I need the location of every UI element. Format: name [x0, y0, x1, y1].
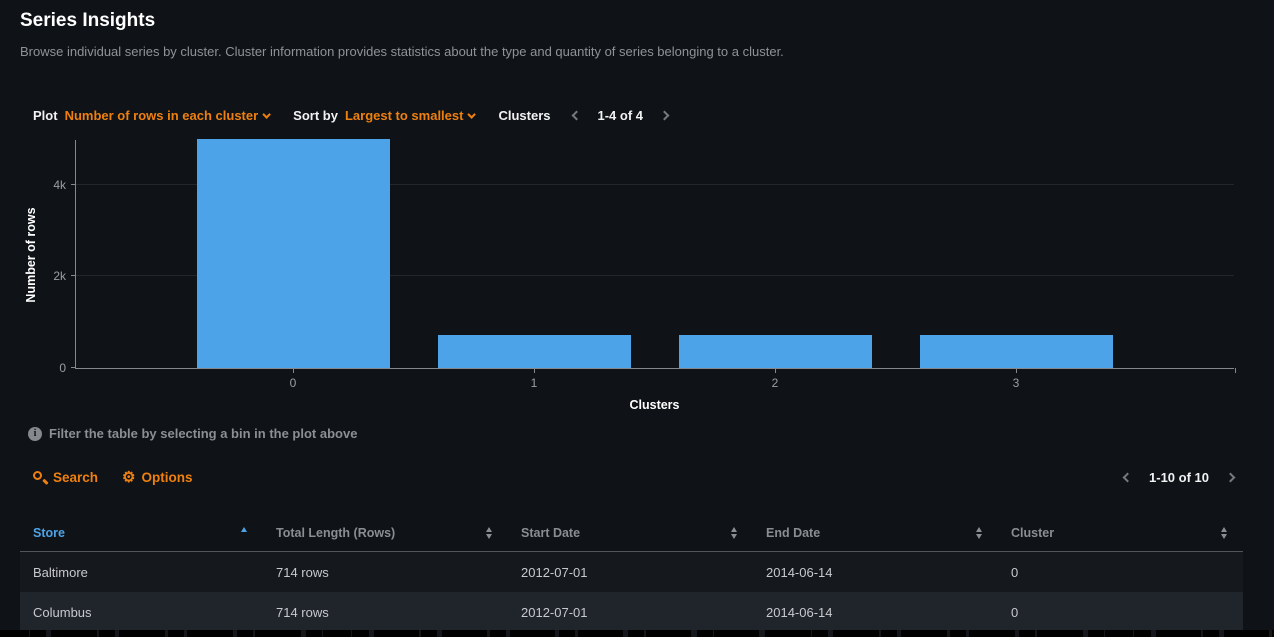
bar-cluster-0[interactable] — [196, 139, 390, 368]
y-tick-mark — [71, 367, 76, 368]
bar-cluster-1[interactable] — [437, 335, 631, 368]
column-label: Store — [33, 525, 65, 540]
column-header-end-date[interactable]: End Date — [753, 514, 998, 551]
y-tick-mark — [71, 183, 76, 185]
options-button-label: Options — [141, 470, 193, 485]
table-cell: 2014-06-14 — [766, 604, 833, 620]
table-cell: 714 rows — [276, 564, 329, 580]
chevron-down-icon — [467, 109, 477, 119]
x-axis-title: Clusters — [629, 398, 680, 412]
x-tick-label: 1 — [530, 376, 538, 390]
table-header-divider — [20, 551, 1243, 552]
table-pager: 1-10 of 10 — [1122, 470, 1236, 485]
clusters-pager-label: Clusters — [498, 108, 551, 123]
sort-icon — [1221, 526, 1227, 539]
plot-area: 0 2k 4k 0 1 2 3 — [53, 139, 1236, 390]
column-header-store[interactable]: Store — [20, 514, 263, 551]
table-cell: Baltimore — [33, 564, 88, 580]
sort-icon — [731, 526, 737, 539]
search-icon — [33, 470, 48, 485]
options-button[interactable]: ⚙ Options — [122, 468, 193, 486]
cluster-bar-chart: Number of rows 0 2k 4k 0 1 2 3 Clusters — [24, 139, 1236, 412]
sort-icon — [486, 526, 492, 539]
clusters-pager: Clusters 1-4 of 4 — [498, 108, 670, 123]
next-page-icon[interactable] — [1225, 472, 1236, 483]
table-pager-range: 1-10 of 10 — [1149, 470, 1209, 485]
y-tick-mark — [71, 275, 76, 277]
sort-dropdown-label: Sort by — [293, 108, 338, 123]
table-row-baltimore[interactable]: Baltimore 714 rows 2012-07-01 2014-06-14 0 — [20, 552, 1243, 592]
chevron-down-icon — [262, 109, 272, 119]
plot-dropdown-value: Number of rows in each cluster — [64, 108, 259, 123]
table-header: Store Total Length (Rows) Start Date End… — [20, 514, 1243, 551]
next-page-icon[interactable] — [659, 110, 670, 121]
sort-dropdown-value: Largest to smallest — [344, 108, 464, 123]
info-icon: i — [28, 426, 42, 441]
prev-page-icon[interactable] — [571, 110, 581, 121]
y-tick-label: 4k — [53, 177, 66, 192]
column-header-cluster[interactable]: Cluster — [998, 514, 1243, 551]
filter-hint: i Filter the table by selecting a bin in… — [28, 426, 357, 441]
bar-cluster-2[interactable] — [678, 335, 872, 368]
gridline — [76, 183, 1234, 185]
table-cell: 714 rows — [276, 604, 329, 620]
x-tick-mark — [293, 368, 294, 373]
x-tick-mark — [1016, 368, 1017, 373]
sort-asc-icon — [241, 527, 247, 532]
x-tick-mark — [775, 368, 776, 373]
table-toolbar: Search ⚙ Options — [33, 470, 216, 485]
prev-page-icon[interactable] — [1122, 472, 1133, 483]
search-button[interactable]: Search — [33, 470, 98, 485]
x-tick-mark — [534, 368, 535, 373]
table-cell: 0 — [1011, 564, 1019, 580]
page-title: Series Insights — [20, 10, 156, 31]
column-label: Start Date — [521, 525, 581, 540]
gear-icon: ⚙ — [122, 468, 136, 486]
column-header-start-date[interactable]: Start Date — [508, 514, 753, 551]
sort-icon — [976, 526, 982, 539]
table-cell: 2014-06-14 — [766, 564, 833, 580]
sort-dropdown[interactable]: Largest to smallest — [345, 108, 477, 123]
bar-cluster-3[interactable] — [919, 335, 1113, 368]
x-tick-label: 3 — [1012, 376, 1020, 390]
table-cell: 2012-07-01 — [521, 564, 588, 580]
table-cell: 0 — [1011, 604, 1019, 620]
table-cell: 2012-07-01 — [521, 604, 588, 620]
y-tick-label: 0 — [59, 361, 66, 375]
plot-controls: Plot Number of rows in each cluster Sort… — [33, 108, 670, 123]
x-axis-end-tick — [1235, 368, 1236, 373]
x-tick-label: 0 — [289, 376, 297, 390]
column-label: End Date — [766, 525, 821, 540]
search-button-label: Search — [53, 470, 99, 485]
filter-hint-text: Filter the table by selecting a bin in t… — [49, 426, 358, 441]
plot-dropdown[interactable]: Number of rows in each cluster — [65, 108, 272, 123]
column-label: Cluster — [1011, 525, 1055, 540]
page-subtitle: Browse individual series by cluster. Clu… — [20, 44, 784, 59]
gridline — [76, 275, 1234, 277]
x-tick-label: 2 — [771, 376, 779, 390]
table-row-columbus[interactable]: Columbus 714 rows 2012-07-01 2014-06-14 0 — [20, 592, 1243, 632]
column-header-total-length[interactable]: Total Length (Rows) — [263, 514, 508, 551]
y-axis-title: Number of rows — [24, 206, 38, 303]
column-label: Total Length (Rows) — [276, 525, 396, 540]
screenshot-torn-edge — [0, 630, 1274, 637]
y-tick-label: 2k — [53, 269, 66, 284]
plot-dropdown-label: Plot — [33, 108, 58, 123]
table-cell: Columbus — [33, 604, 92, 620]
clusters-pager-range: 1-4 of 4 — [597, 108, 644, 123]
